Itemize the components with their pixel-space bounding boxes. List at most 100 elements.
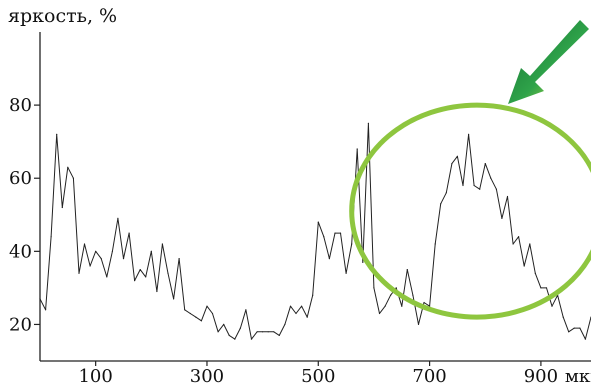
data-point bbox=[568, 331, 570, 333]
data-point bbox=[67, 166, 69, 168]
data-point bbox=[156, 290, 158, 293]
data-point bbox=[378, 312, 381, 315]
data-point bbox=[239, 327, 241, 329]
data-point bbox=[106, 276, 108, 278]
data-point bbox=[178, 258, 180, 260]
data-point bbox=[223, 323, 225, 325]
data-point bbox=[412, 294, 414, 296]
data-point bbox=[545, 287, 548, 289]
data-point bbox=[128, 232, 130, 234]
data-point bbox=[384, 305, 386, 307]
data-point bbox=[317, 221, 319, 223]
data-point bbox=[490, 177, 492, 179]
data-point bbox=[278, 334, 280, 336]
data-point bbox=[50, 236, 52, 238]
data-point bbox=[506, 195, 509, 198]
data-point bbox=[89, 265, 91, 267]
data-point bbox=[417, 323, 420, 325]
y-tick-label: 40 bbox=[9, 241, 32, 262]
data-point bbox=[273, 331, 275, 333]
data-point bbox=[200, 320, 202, 322]
data-point bbox=[134, 280, 136, 282]
y-tick-label: 20 bbox=[9, 314, 32, 335]
data-point bbox=[111, 250, 113, 252]
x-unit-label: мкм bbox=[565, 366, 591, 383]
data-point bbox=[339, 232, 342, 234]
data-point bbox=[534, 272, 536, 274]
data-point bbox=[117, 217, 119, 219]
data-point bbox=[206, 305, 208, 307]
data-point bbox=[518, 236, 520, 238]
data-point bbox=[501, 217, 503, 219]
highlight-ellipse bbox=[349, 102, 591, 320]
data-point bbox=[579, 327, 581, 329]
data-point bbox=[423, 301, 425, 304]
data-point bbox=[173, 298, 175, 300]
data-point bbox=[434, 243, 436, 245]
data-point bbox=[145, 276, 147, 278]
data-point bbox=[367, 122, 369, 124]
data-point bbox=[184, 309, 186, 311]
x-tick-label: 500 bbox=[301, 366, 335, 383]
y-tick-label: 80 bbox=[9, 95, 32, 116]
data-point bbox=[573, 327, 575, 329]
data-point bbox=[345, 272, 347, 274]
data-point bbox=[312, 294, 314, 296]
data-point bbox=[256, 331, 258, 333]
data-point bbox=[56, 133, 58, 135]
data-point bbox=[323, 236, 325, 238]
x-ticks: 100 300 500 700 900 мкм bbox=[78, 361, 591, 383]
data-point bbox=[289, 305, 292, 307]
data-point bbox=[462, 184, 464, 187]
data-point bbox=[95, 250, 97, 252]
data-point bbox=[512, 243, 514, 245]
data-point bbox=[445, 192, 447, 194]
data-point bbox=[479, 188, 481, 190]
data-point bbox=[362, 261, 364, 263]
data-point bbox=[245, 309, 247, 311]
data-point bbox=[234, 338, 236, 340]
data-point bbox=[167, 272, 169, 274]
data-point bbox=[262, 331, 264, 333]
data-point bbox=[401, 305, 403, 307]
data-point bbox=[45, 309, 47, 311]
data-point bbox=[523, 265, 525, 267]
data-point bbox=[456, 155, 458, 157]
y-ticks: 20 40 60 80 bbox=[9, 95, 40, 335]
series-line bbox=[39, 122, 591, 340]
data-point bbox=[295, 312, 297, 315]
data-point bbox=[551, 305, 553, 307]
data-point bbox=[301, 305, 303, 307]
data-point bbox=[61, 206, 63, 209]
data-point bbox=[390, 294, 392, 296]
data-points bbox=[39, 122, 591, 340]
data-point bbox=[83, 243, 86, 245]
data-point bbox=[195, 316, 197, 318]
y-axis-label: яркость, % bbox=[8, 5, 117, 27]
data-point bbox=[328, 258, 330, 260]
data-point bbox=[529, 243, 531, 245]
data-point bbox=[189, 312, 191, 315]
data-point bbox=[250, 338, 253, 340]
data-point bbox=[484, 163, 486, 165]
pointer-arrow-icon bbox=[508, 20, 589, 104]
data-point bbox=[373, 287, 375, 289]
data-point bbox=[100, 258, 102, 260]
data-point bbox=[351, 243, 353, 245]
data-point bbox=[150, 250, 152, 252]
data-point bbox=[139, 269, 141, 271]
data-point bbox=[395, 287, 397, 289]
data-point bbox=[267, 331, 269, 333]
data-point bbox=[451, 163, 453, 165]
data-point bbox=[406, 269, 408, 271]
data-point bbox=[540, 287, 542, 289]
x-tick-label: 100 bbox=[78, 366, 112, 383]
data-point bbox=[468, 133, 470, 135]
data-point bbox=[122, 258, 125, 260]
data-point bbox=[306, 316, 308, 318]
x-tick-label: 300 bbox=[190, 366, 224, 383]
y-tick-label: 60 bbox=[9, 168, 32, 189]
x-tick-label: 900 bbox=[524, 366, 558, 383]
data-point bbox=[495, 188, 497, 190]
